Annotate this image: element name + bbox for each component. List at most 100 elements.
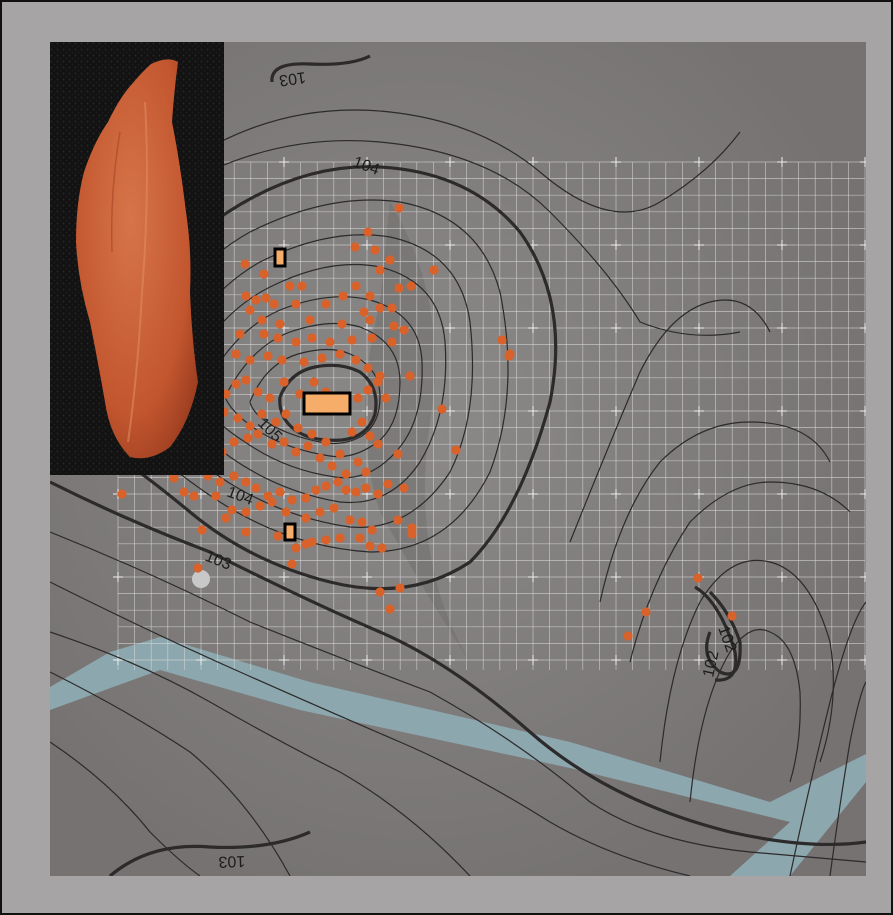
find-point [363,363,373,373]
find-point [373,377,383,387]
grid-tick [528,655,538,665]
find-point [271,417,281,427]
find-point [327,461,337,471]
find-point [279,377,289,387]
grid-tick [611,406,621,416]
find-point [189,491,199,501]
find-point [315,453,325,463]
grid-tick [860,240,866,250]
grid-tick [694,157,704,167]
grid-tick [279,572,289,582]
grid-tick [777,655,787,665]
find-point [253,429,263,439]
grid-tick [694,323,704,333]
grid-tick [860,157,866,167]
find-point [293,423,303,433]
stream-channel [50,637,866,876]
grid-tick [611,157,621,167]
find-point [359,307,369,317]
find-point [395,583,405,593]
find-point [335,533,345,543]
find-point [375,303,385,313]
find-point [251,295,261,305]
find-point [338,291,348,301]
grid-tick [113,572,123,582]
find-point [367,525,377,535]
find-point [241,507,251,517]
find-point [451,445,461,455]
find-point [311,485,321,495]
grid-tick [362,406,372,416]
find-point [291,337,301,347]
grid-tick [611,323,621,333]
find-point [351,355,361,365]
grid-tick [611,572,621,582]
grid-tick [445,489,455,499]
grid-tick [777,572,787,582]
find-point [317,353,327,363]
find-point [291,543,301,553]
find-point [291,447,301,457]
find-point [357,517,367,527]
find-point [301,493,311,503]
find-point [251,483,261,493]
find-point [361,483,371,493]
find-point [265,393,275,403]
find-point [287,495,297,505]
find-point [406,281,416,291]
find-point [291,299,301,309]
find-point [215,477,225,487]
find-point [335,449,345,459]
find-point [381,393,391,403]
find-point [365,431,375,441]
contour-label: 103 [218,852,245,870]
find-point [231,379,241,389]
find-point [257,315,267,325]
find-point [351,487,361,497]
grid-tick [528,406,538,416]
find-point [385,255,395,265]
find-point [393,515,403,525]
find-point [299,357,309,367]
find-point [373,439,383,449]
valley-shading [365,202,470,662]
excavation-feature-small [273,247,287,268]
find-point [353,393,363,403]
find-point [347,335,357,345]
find-point [169,473,179,483]
find-point [277,355,287,365]
find-point [389,321,399,331]
stone-artifact [76,59,198,459]
find-point [117,489,127,499]
grid-tick [611,489,621,499]
grid-tick [611,240,621,250]
find-point [357,417,367,427]
find-point [245,421,255,431]
find-point [321,437,331,447]
grid-tick [611,655,621,665]
find-point [257,409,267,419]
grid-tick [860,406,866,416]
find-point [365,291,375,301]
grid-tick [279,157,289,167]
find-point [375,265,385,275]
find-point [261,293,271,303]
contour-label: 102 [700,649,722,679]
contour-lines [50,54,866,876]
find-point [285,281,295,291]
find-point [370,245,380,255]
find-point [367,333,377,343]
find-point [255,501,265,511]
find-point [363,227,373,237]
find-point [281,409,291,419]
find-point [329,503,339,513]
find-point [241,477,251,487]
find-point [387,337,397,347]
find-point [193,563,203,573]
find-point [233,413,243,423]
find-point [301,513,311,523]
find-point [241,291,251,301]
grid-tick [445,655,455,665]
find-point [361,467,371,477]
